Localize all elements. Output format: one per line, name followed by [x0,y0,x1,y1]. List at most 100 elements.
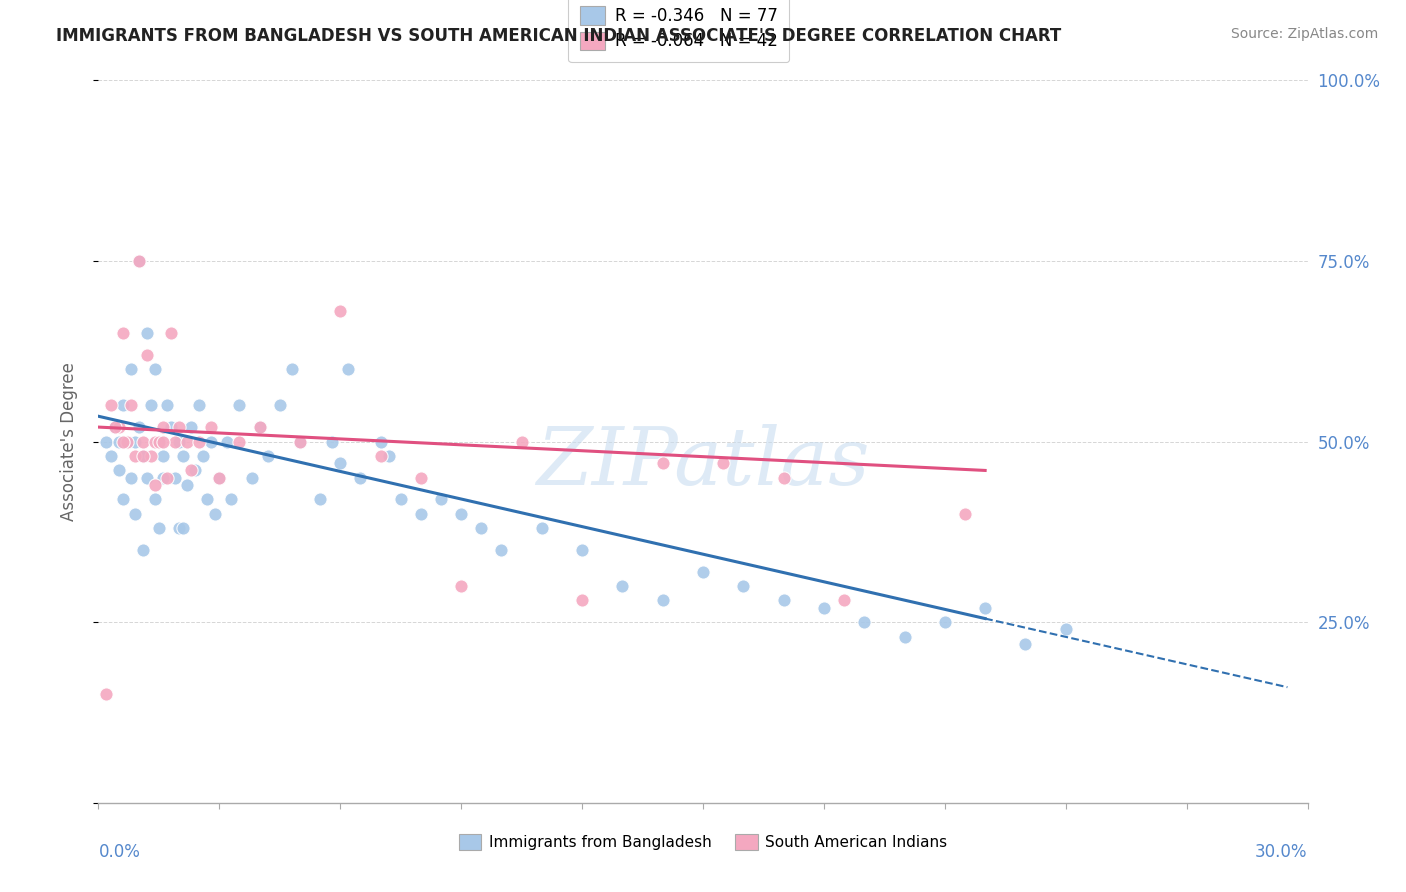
Point [217,434,239,449]
Point [128,253,150,268]
Point [329,456,352,470]
Point [124,434,146,449]
Point [143,434,166,449]
Point [651,593,673,607]
Point [139,398,162,412]
Point [176,478,198,492]
Point [288,434,311,449]
Point [124,507,146,521]
Point [167,434,190,449]
Point [172,521,194,535]
Point [120,398,142,412]
Point [163,434,186,449]
Text: 30.0%: 30.0% [1256,843,1308,861]
Point [128,420,150,434]
Y-axis label: Associate's Degree: Associate's Degree [59,362,77,521]
Point [152,434,174,449]
Point [221,492,243,507]
Point [188,398,211,412]
Point [1054,623,1077,637]
Point [176,434,198,449]
Point [111,398,134,412]
Point [135,326,157,341]
Point [309,492,332,507]
Point [184,463,207,477]
Legend: Immigrants from Bangladesh, South American Indians: Immigrants from Bangladesh, South Americ… [453,829,953,856]
Point [228,434,250,449]
Point [107,434,129,449]
Point [321,434,343,449]
Point [934,615,956,630]
Point [188,434,211,449]
Point [409,471,432,485]
Point [510,434,533,449]
Point [148,434,170,449]
Point [132,449,155,463]
Point [853,615,876,630]
Point [132,449,155,463]
Point [337,362,360,376]
Point [156,471,179,485]
Text: Source: ZipAtlas.com: Source: ZipAtlas.com [1230,27,1378,41]
Point [103,420,125,434]
Point [256,449,278,463]
Text: 0.0%: 0.0% [98,843,141,861]
Point [111,326,134,341]
Point [692,565,714,579]
Point [128,253,150,268]
Point [100,398,122,412]
Point [107,420,129,434]
Point [269,398,291,412]
Point [832,593,855,607]
Point [111,492,134,507]
Point [772,471,794,485]
Point [132,434,155,449]
Point [132,542,155,557]
Point [139,449,162,463]
Point [111,434,134,449]
Point [120,362,142,376]
Point [409,507,432,521]
Text: IMMIGRANTS FROM BANGLADESH VS SOUTH AMERICAN INDIAN ASSOCIATE'S DEGREE CORRELATI: IMMIGRANTS FROM BANGLADESH VS SOUTH AMER… [56,27,1062,45]
Point [160,420,183,434]
Point [450,579,472,593]
Point [148,521,170,535]
Point [571,542,593,557]
Point [152,420,174,434]
Text: ZIPatlas: ZIPatlas [536,425,870,502]
Point [200,420,222,434]
Point [953,507,976,521]
Point [208,471,231,485]
Point [208,471,231,485]
Point [772,593,794,607]
Point [711,456,734,470]
Point [160,326,183,341]
Point [96,687,118,701]
Point [349,471,371,485]
Point [430,492,453,507]
Point [193,449,215,463]
Point [281,362,304,376]
Point [571,593,593,607]
Point [228,398,250,412]
Point [100,449,122,463]
Point [249,420,271,434]
Point [893,630,915,644]
Point [172,449,194,463]
Point [370,449,392,463]
Point [329,304,352,318]
Point [530,521,553,535]
Point [135,348,157,362]
Point [491,542,513,557]
Point [813,600,835,615]
Point [377,449,399,463]
Point [1014,637,1036,651]
Point [470,521,492,535]
Point [240,471,263,485]
Point [204,507,226,521]
Point [733,579,755,593]
Point [107,463,129,477]
Point [115,434,138,449]
Point [148,434,170,449]
Point [370,434,392,449]
